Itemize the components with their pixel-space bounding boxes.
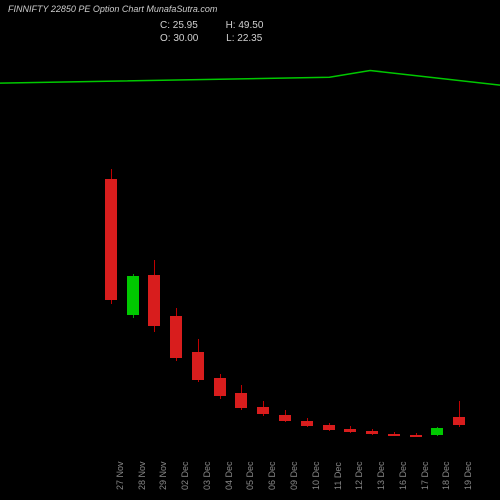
x-axis-label: 29 Nov xyxy=(158,461,168,490)
x-axis-label: 04 Dec xyxy=(224,461,234,490)
candle-body xyxy=(410,435,422,437)
candle-body xyxy=(170,316,182,358)
candle-body xyxy=(388,434,400,436)
x-axis-label: 13 Dec xyxy=(376,461,386,490)
x-axis-label: 02 Dec xyxy=(180,461,190,490)
chart-stage: FINNIFTY 22850 PE Option Chart MunafaSut… xyxy=(0,0,500,500)
x-axis-label: 12 Dec xyxy=(354,461,364,490)
candle-body xyxy=(127,276,139,315)
ohlc-readout: C: 25.95 H: 49.50 O: 30.00 L: 22.35 xyxy=(160,20,263,45)
x-axis-label: 17 Dec xyxy=(420,461,430,490)
x-axis-label: 11 Dec xyxy=(333,462,343,490)
chart-title: FINNIFTY 22850 PE Option Chart MunafaSut… xyxy=(8,4,217,14)
candle-body xyxy=(279,415,291,422)
x-axis-label: 06 Dec xyxy=(267,461,277,490)
candle-body xyxy=(257,407,269,414)
x-axis-label: 03 Dec xyxy=(202,461,212,490)
candle-body xyxy=(453,417,465,426)
candle-body xyxy=(105,179,117,299)
x-axis-label: 10 Dec xyxy=(311,461,321,490)
candle-body xyxy=(366,431,378,434)
overlay-line xyxy=(0,0,500,500)
candle-body xyxy=(344,429,356,432)
x-axis-label: 19 Dec xyxy=(463,461,473,490)
candle-body xyxy=(214,378,226,397)
x-axis-label: 28 Nov xyxy=(137,461,147,490)
candle-body xyxy=(235,393,247,408)
x-axis-label: 16 Dec xyxy=(398,461,408,490)
candle-body xyxy=(301,421,313,427)
candle-body xyxy=(323,425,335,430)
x-axis-label: 27 Nov xyxy=(115,461,125,490)
x-axis-label: 09 Dec xyxy=(289,461,299,490)
x-axis-label: 18 Dec xyxy=(441,461,451,490)
candle-body xyxy=(148,275,160,326)
x-axis-label: 05 Dec xyxy=(245,461,255,490)
candle-body xyxy=(431,428,443,435)
candle-body xyxy=(192,352,204,379)
